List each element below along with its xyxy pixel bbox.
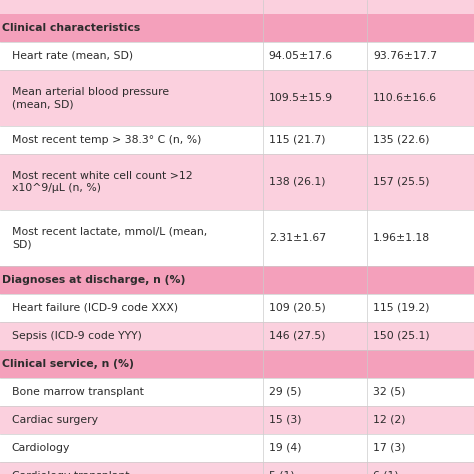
Text: Most recent lactate, mmol/L (mean,
SD): Most recent lactate, mmol/L (mean, SD)	[12, 227, 207, 249]
Text: 17 (3): 17 (3)	[373, 443, 406, 453]
Text: Heart rate (mean, SD): Heart rate (mean, SD)	[12, 51, 133, 61]
Text: Cardiology transplant: Cardiology transplant	[12, 471, 129, 474]
Text: 135 (22.6): 135 (22.6)	[373, 135, 429, 145]
Bar	[0, 266, 474, 294]
Text: 150 (25.1): 150 (25.1)	[373, 331, 429, 341]
Text: 15 (3): 15 (3)	[269, 415, 301, 425]
Text: 138 (26.1): 138 (26.1)	[269, 177, 325, 187]
Text: Heart failure (ICD-9 code XXX): Heart failure (ICD-9 code XXX)	[12, 303, 178, 313]
Text: 110.6±16.6: 110.6±16.6	[373, 93, 437, 103]
Text: 94.05±17.6: 94.05±17.6	[269, 51, 333, 61]
Bar	[0, 154, 474, 210]
Text: 19 (4): 19 (4)	[269, 443, 301, 453]
Text: Most recent temp > 38.3° C (n, %): Most recent temp > 38.3° C (n, %)	[12, 135, 201, 145]
Text: Most recent white cell count >12
x10^9/μL (n, %): Most recent white cell count >12 x10^9/μ…	[12, 171, 192, 193]
Text: 6 (1): 6 (1)	[373, 471, 399, 474]
Text: 93.76±17.7: 93.76±17.7	[373, 51, 437, 61]
Bar	[0, 462, 474, 474]
Bar	[0, 294, 474, 322]
Bar	[0, 434, 474, 462]
Bar	[0, 322, 474, 350]
Bar	[0, 14, 474, 42]
Bar	[0, 0, 474, 14]
Bar	[0, 350, 474, 378]
Text: 109.5±15.9: 109.5±15.9	[269, 93, 333, 103]
Text: Diagnoses at discharge, n (%): Diagnoses at discharge, n (%)	[2, 275, 186, 285]
Bar	[0, 406, 474, 434]
Text: Clinical service, n (%): Clinical service, n (%)	[2, 359, 134, 369]
Text: 146 (27.5): 146 (27.5)	[269, 331, 325, 341]
Text: Cardiology: Cardiology	[12, 443, 70, 453]
Text: 5 (1): 5 (1)	[269, 471, 294, 474]
Text: Clinical characteristics: Clinical characteristics	[2, 23, 141, 33]
Text: 32 (5): 32 (5)	[373, 387, 406, 397]
Bar	[0, 126, 474, 154]
Text: Sepsis (ICD-9 code YYY): Sepsis (ICD-9 code YYY)	[12, 331, 142, 341]
Text: 1.96±1.18: 1.96±1.18	[373, 233, 430, 243]
Text: 12 (2): 12 (2)	[373, 415, 406, 425]
Text: Bone marrow transplant: Bone marrow transplant	[12, 387, 144, 397]
Bar	[0, 42, 474, 70]
Bar	[0, 210, 474, 266]
Text: 109 (20.5): 109 (20.5)	[269, 303, 326, 313]
Text: 115 (19.2): 115 (19.2)	[373, 303, 429, 313]
Text: 2.31±1.67: 2.31±1.67	[269, 233, 326, 243]
Text: Cardiac surgery: Cardiac surgery	[12, 415, 98, 425]
Text: 29 (5): 29 (5)	[269, 387, 301, 397]
Bar	[0, 378, 474, 406]
Text: Mean arterial blood pressure
(mean, SD): Mean arterial blood pressure (mean, SD)	[12, 87, 169, 109]
Text: 157 (25.5): 157 (25.5)	[373, 177, 429, 187]
Bar	[0, 70, 474, 126]
Text: 115 (21.7): 115 (21.7)	[269, 135, 325, 145]
